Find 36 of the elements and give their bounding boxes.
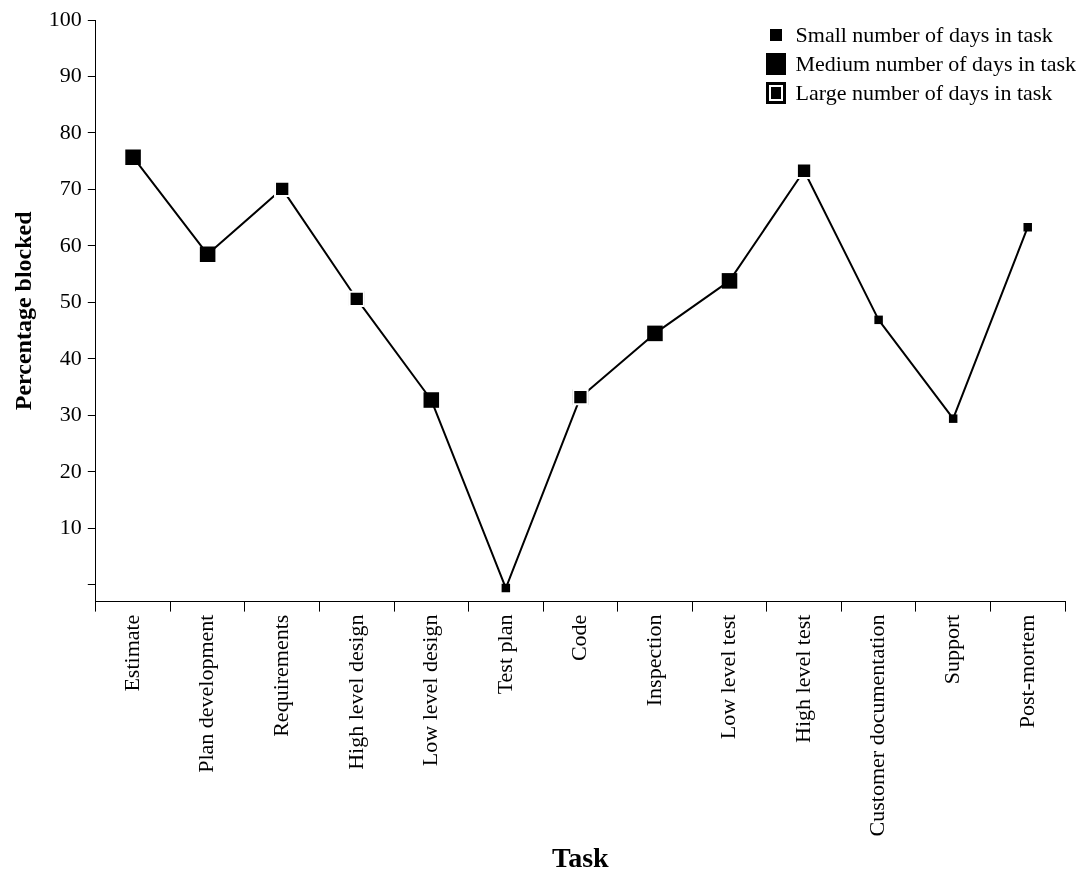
x-tick-label: Code [566, 614, 592, 662]
x-tick-label: High level design [342, 614, 368, 770]
legend-label: Small number of days in task [795, 21, 1053, 49]
x-axis-title: Task [552, 842, 610, 874]
point [423, 392, 440, 408]
x-tick-label: Test plan [491, 614, 517, 695]
point [199, 246, 216, 263]
y-tick-label: 30 [59, 401, 82, 427]
y-tick-label: 60 [59, 231, 82, 257]
point [125, 149, 141, 165]
x-tick-label: Inspection [640, 614, 666, 707]
y-tick-label: 100 [48, 5, 82, 31]
x-tick-label: Customer documentation [864, 614, 890, 837]
y-axis-title: Percentage blocked [9, 210, 36, 411]
point [874, 315, 883, 325]
point [647, 325, 663, 342]
x-tick-label: Requirements [267, 614, 293, 737]
y-tick-label: 40 [59, 344, 82, 370]
point [1023, 222, 1032, 232]
point [721, 273, 738, 289]
y-tick-label: 20 [59, 457, 82, 483]
legend-label: Large number of days in task [795, 79, 1053, 107]
y-tick-label: 50 [59, 288, 82, 314]
y-tick-label: 90 [59, 62, 82, 88]
y-tick-label: 70 [59, 175, 82, 201]
x-tick-label: Post-mortem [1013, 614, 1039, 729]
x-tick-label: Plan development [193, 614, 219, 773]
y-tick-label: 80 [59, 118, 82, 144]
x-tick-label: Low level test [715, 614, 741, 740]
point [948, 414, 958, 423]
x-tick-label: Support [938, 614, 964, 685]
x-tick-label: Low level design [417, 614, 443, 767]
legend-label: Medium number of days in task [795, 50, 1076, 78]
y-tick-label: 10 [59, 513, 82, 539]
x-tick-label: Estimate [118, 614, 144, 692]
x-tick-label: High level test [789, 614, 815, 743]
